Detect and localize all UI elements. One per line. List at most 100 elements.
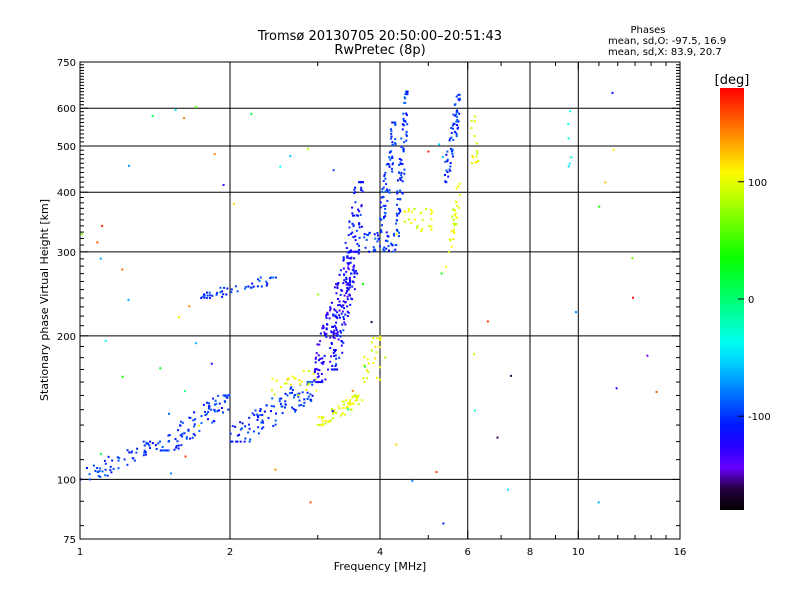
y-tick-label: 75 — [63, 535, 76, 546]
data-point — [104, 468, 107, 471]
data-point — [297, 395, 300, 398]
data-point — [154, 444, 157, 447]
data-point — [307, 370, 310, 373]
data-point — [402, 147, 405, 150]
data-point — [332, 313, 335, 316]
chart-subtitle: RwPretec (8p) — [334, 43, 425, 58]
data-point — [455, 222, 458, 225]
data-point — [378, 245, 381, 248]
data-point — [270, 276, 273, 279]
data-point — [356, 399, 359, 402]
data-point — [368, 232, 371, 235]
data-point — [326, 323, 329, 326]
data-point — [332, 325, 335, 328]
data-point — [353, 272, 356, 275]
data-point — [335, 332, 338, 335]
data-point — [349, 281, 352, 284]
data-point — [380, 196, 383, 199]
data-point — [413, 208, 416, 211]
data-point — [361, 181, 364, 184]
data-point — [354, 239, 357, 242]
data-point — [376, 240, 379, 243]
data-point — [273, 393, 276, 396]
data-point — [343, 294, 346, 297]
noise-point — [222, 183, 225, 186]
data-point — [333, 329, 336, 332]
noise-point — [631, 257, 634, 260]
data-point — [453, 224, 456, 227]
data-point — [181, 421, 184, 424]
data-point — [315, 367, 318, 370]
data-point — [451, 124, 454, 127]
data-point — [342, 282, 345, 285]
data-point — [453, 214, 456, 217]
data-point — [342, 318, 345, 321]
data-point — [280, 386, 283, 389]
noise-point — [646, 354, 649, 357]
data-point — [352, 395, 355, 398]
data-point — [316, 381, 319, 384]
data-point — [359, 213, 362, 216]
data-point — [332, 349, 335, 352]
data-point — [198, 430, 201, 433]
data-point — [345, 292, 348, 295]
data-point — [320, 372, 323, 375]
data-point — [458, 93, 461, 96]
data-point — [174, 438, 177, 441]
data-point — [367, 371, 370, 374]
noise-point — [184, 455, 187, 458]
data-point — [351, 214, 354, 217]
data-point — [405, 134, 408, 137]
data-point — [411, 210, 414, 213]
data-point — [348, 226, 351, 229]
data-point — [404, 93, 407, 96]
data-point — [321, 420, 324, 423]
data-point — [396, 230, 399, 233]
data-point — [204, 414, 207, 417]
data-point — [321, 327, 324, 330]
data-point — [177, 447, 180, 450]
data-point — [391, 141, 394, 144]
noise-point — [486, 320, 489, 323]
noise-point — [210, 362, 213, 365]
data-point — [474, 161, 477, 164]
data-point — [109, 465, 112, 468]
data-point — [203, 293, 206, 296]
data-point — [385, 231, 388, 234]
data-point — [420, 229, 423, 232]
data-point — [248, 427, 251, 430]
data-point — [322, 416, 325, 419]
data-point — [97, 475, 100, 478]
grid-layer — [80, 62, 680, 539]
data-point — [343, 307, 346, 310]
data-point — [458, 99, 461, 102]
data-point — [168, 439, 171, 442]
colorbar-tick-label: 0 — [748, 295, 754, 306]
data-point — [452, 218, 455, 221]
data-point — [288, 392, 291, 395]
data-point — [110, 471, 113, 474]
data-point — [208, 297, 211, 300]
data-point — [388, 191, 391, 194]
data-point — [354, 186, 357, 189]
data-point — [355, 229, 358, 232]
data-point — [213, 420, 216, 423]
data-point — [350, 402, 353, 405]
noise-point — [427, 150, 430, 153]
data-point — [351, 212, 354, 215]
noise-point — [473, 353, 476, 356]
data-point — [253, 413, 256, 416]
data-point — [459, 193, 462, 196]
data-point — [325, 316, 328, 319]
data-point — [300, 404, 303, 407]
data-point — [333, 411, 336, 414]
data-point — [394, 138, 397, 141]
noise-point — [151, 115, 154, 118]
data-point — [400, 158, 403, 161]
noise-point — [121, 268, 124, 271]
data-point — [382, 179, 385, 182]
data-point — [446, 160, 449, 163]
data-point — [336, 297, 339, 300]
data-point — [347, 311, 350, 314]
data-point — [181, 432, 184, 435]
